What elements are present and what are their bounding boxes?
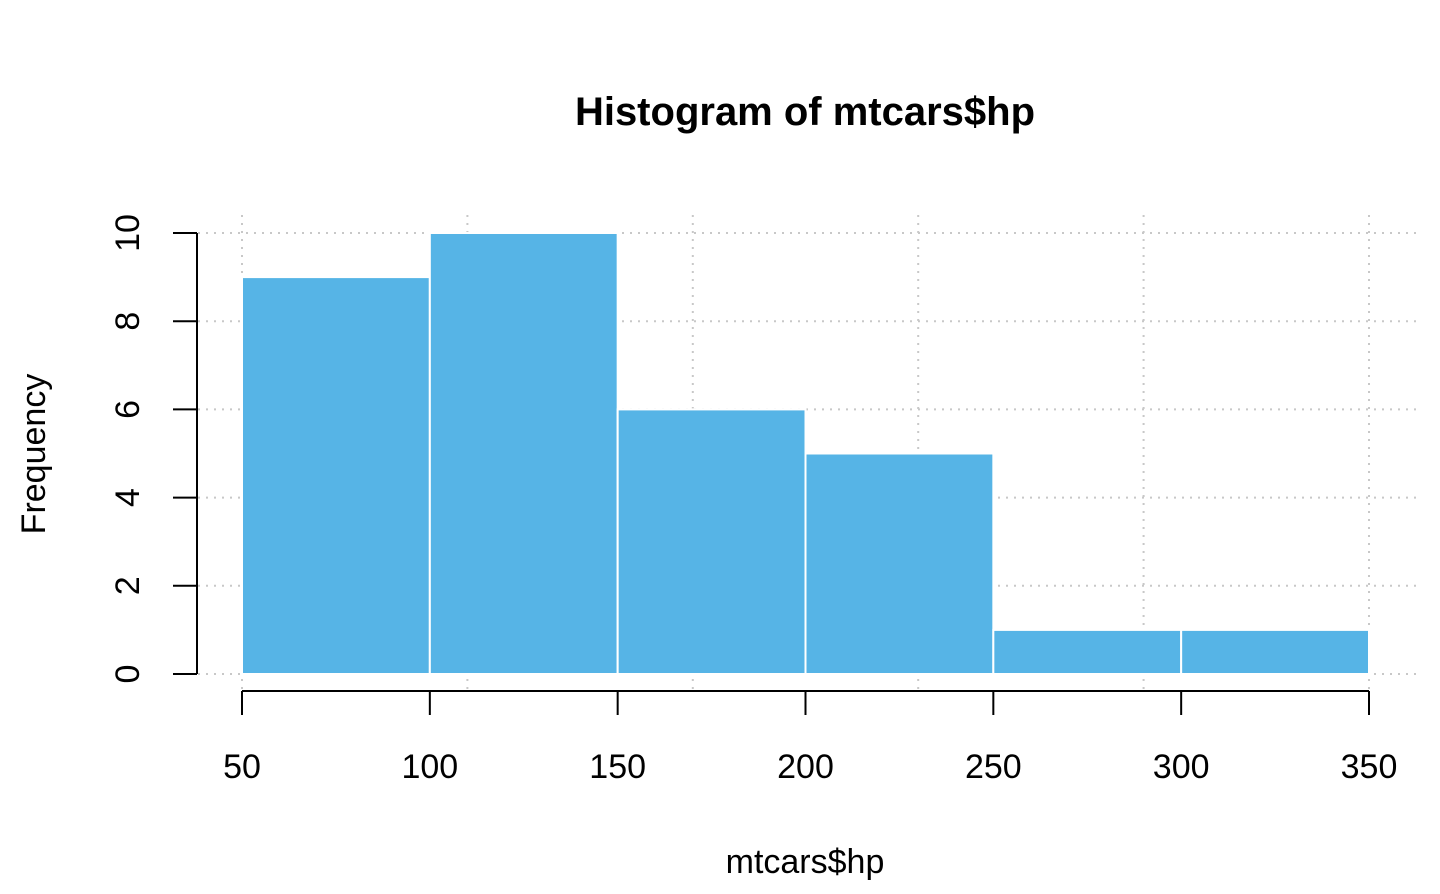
histogram-bar [428,232,619,675]
histogram-bar [992,628,1183,676]
x-tick-label: 150 [589,748,646,786]
y-axis-label: Frequency [15,374,53,535]
histogram-bar [804,452,995,675]
x-tick-label: 350 [1341,748,1398,786]
tick-labels: 50 100 150 200 250 300 350 0 2 4 6 8 10 [109,214,1397,786]
y-tick-label: 6 [109,400,147,419]
y-tick-label: 0 [109,665,147,684]
axes [173,232,1370,715]
y-tick-label: 10 [109,214,147,252]
chart-title: Histogram of mtcars$hp [575,90,1035,134]
x-tick-label: 250 [965,748,1022,786]
y-tick-label: 8 [109,312,147,331]
x-tick-label: 100 [401,748,458,786]
histogram-bar [616,408,807,675]
y-tick-label: 4 [109,488,147,507]
histogram-bar [1180,628,1370,676]
x-tick-label: 300 [1153,748,1210,786]
x-axis-label: mtcars$hp [726,843,885,881]
x-tick-label: 50 [223,748,261,786]
histogram-bars [241,232,1370,676]
x-tick-label: 200 [777,748,834,786]
y-tick-label: 2 [109,576,147,595]
histogram-bar [241,276,431,675]
